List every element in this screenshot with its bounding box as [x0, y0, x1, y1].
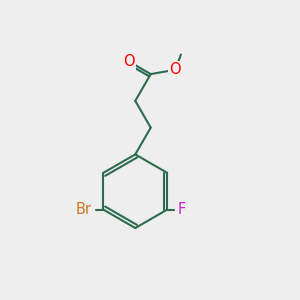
Text: O: O [123, 54, 135, 69]
Text: Br: Br [76, 202, 91, 217]
Text: O: O [169, 62, 181, 77]
Text: F: F [178, 202, 186, 217]
